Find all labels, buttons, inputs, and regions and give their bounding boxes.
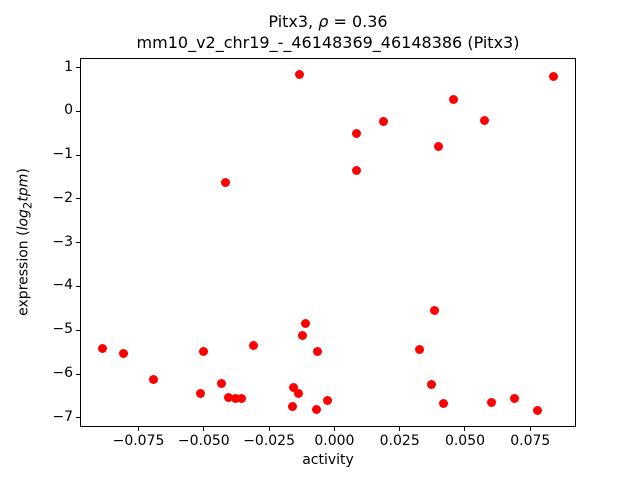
data-point <box>509 394 519 404</box>
y-tick-mark <box>76 198 80 200</box>
x-tick-mark <box>333 427 335 431</box>
data-point <box>216 379 226 389</box>
x-tick-mark <box>268 427 270 431</box>
x-tick-label: 0.050 <box>444 433 486 449</box>
y-tick-label: 1 <box>64 58 73 75</box>
data-point <box>298 331 308 341</box>
chart-title: Pitx3, ρ = 0.36 <box>80 11 576 32</box>
data-point <box>433 142 443 152</box>
x-tick-label: −0.050 <box>177 433 230 449</box>
data-point <box>479 115 489 125</box>
data-point <box>237 394 247 404</box>
plot-area <box>80 58 576 427</box>
data-point <box>300 318 310 328</box>
data-point <box>312 404 322 414</box>
data-point <box>439 398 449 408</box>
data-point <box>199 346 209 356</box>
y-tick-label: −2 <box>52 189 73 206</box>
x-tick-label: 0.000 <box>314 433 355 449</box>
y-tick-mark <box>76 67 80 69</box>
x-tick-label: 0.075 <box>510 433 551 449</box>
y-tick-mark <box>76 110 80 112</box>
data-point <box>378 116 388 126</box>
y-tick-mark <box>76 242 80 244</box>
y-tick-label: −3 <box>52 233 73 250</box>
y-tick-label: −1 <box>52 146 73 163</box>
x-tick-mark <box>529 427 531 431</box>
y-label-subscript: 2 <box>20 201 35 210</box>
y-label-tpm: tpm <box>15 173 32 202</box>
x-tick-mark <box>138 427 139 431</box>
title-text-prefix: Pitx3, <box>268 12 319 31</box>
chart-title-block: Pitx3, ρ = 0.36 mm10_v2_chr19_-_46148369… <box>80 11 576 53</box>
data-point <box>249 340 259 350</box>
y-label-suffix: ) <box>15 168 32 174</box>
data-point <box>532 406 542 416</box>
y-tick-label: −5 <box>52 321 73 338</box>
data-point <box>220 177 230 187</box>
y-label-prefix: expression ( <box>15 230 32 316</box>
data-point <box>548 72 558 82</box>
x-tick-mark <box>464 427 466 431</box>
x-tick-mark <box>203 427 205 431</box>
y-axis-label-text: expression (log2tpm) <box>16 168 35 316</box>
data-point <box>487 397 497 407</box>
y-label-log: log <box>15 209 32 231</box>
title-text-suffix: = 0.36 <box>328 12 388 31</box>
x-tick-label: 0.025 <box>379 433 420 449</box>
chart-subtitle: mm10_v2_chr19_-_46148369_46148386 (Pitx3… <box>136 33 520 52</box>
data-point <box>224 393 234 403</box>
x-tick-mark <box>399 427 401 431</box>
x-tick-label: −0.075 <box>112 433 165 449</box>
y-tick-mark <box>76 285 80 287</box>
x-axis-label: activity <box>302 452 354 468</box>
data-point <box>149 375 159 385</box>
data-point <box>231 394 241 404</box>
data-point <box>118 348 128 358</box>
y-tick-mark <box>76 417 80 419</box>
data-point <box>293 388 303 398</box>
y-tick-label: −6 <box>52 365 73 382</box>
data-point <box>294 70 304 80</box>
y-tick-mark <box>76 373 80 375</box>
data-point <box>430 305 440 315</box>
data-point <box>288 401 298 411</box>
y-tick-mark <box>76 329 80 331</box>
data-point <box>352 165 362 175</box>
data-point <box>415 345 425 355</box>
y-tick-label: −4 <box>52 277 73 294</box>
data-point <box>352 128 362 138</box>
y-tick-label: −7 <box>52 408 73 425</box>
y-tick-mark <box>76 154 80 156</box>
data-point <box>427 380 437 390</box>
data-point <box>196 389 206 399</box>
rho-symbol: ρ <box>318 12 329 31</box>
data-point <box>98 344 108 354</box>
x-tick-label: −0.025 <box>243 433 295 449</box>
data-point <box>312 347 322 357</box>
data-point <box>323 395 333 405</box>
data-point <box>448 94 458 104</box>
y-tick-label: 0 <box>64 102 73 119</box>
data-point <box>289 383 299 393</box>
